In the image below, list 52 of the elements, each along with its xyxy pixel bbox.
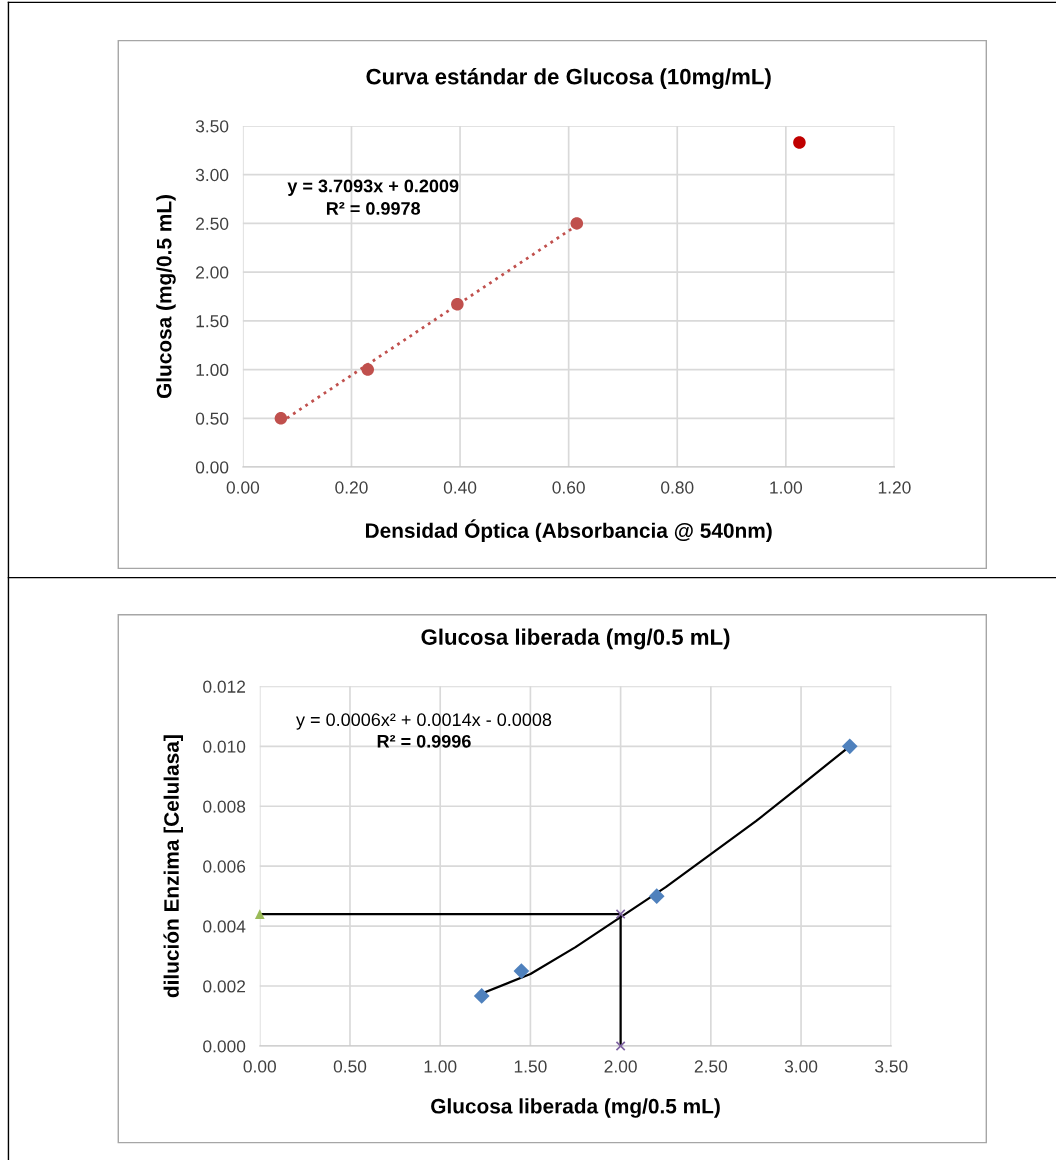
x-tick-label: 3.00: [784, 1060, 818, 1073]
y-tick-label: 2.00: [196, 266, 229, 279]
chart-title: Glucosa liberada (mg/0.5 mL): [421, 628, 730, 650]
y-tick-label: 0.008: [203, 800, 246, 813]
point: [361, 363, 375, 376]
y-tick-label: 0.000: [203, 1040, 246, 1053]
y-tick-label: 0.006: [203, 860, 246, 873]
annotation: R² = 0.9978: [326, 202, 421, 215]
x-tick-label: 0.60: [552, 481, 585, 494]
x-tick-label: 2.50: [694, 1060, 728, 1073]
y-tick-label: 3.50: [195, 120, 229, 133]
y-tick-label: 3.00: [195, 168, 229, 182]
y-tick-label: 0.004: [203, 920, 246, 933]
point: [615, 1040, 626, 1051]
annotation: R² = 0.9996: [377, 734, 471, 748]
x-axis-title: Glucosa liberada (mg/0.5 mL): [431, 1098, 720, 1118]
y-tick-label: 1.50: [196, 315, 229, 328]
point: [841, 738, 858, 755]
point: [274, 412, 288, 425]
x-tick-label: 0.20: [335, 481, 368, 494]
chart-title: Curva estándar de Glucosa (10mg/mL): [366, 68, 771, 90]
y-tick-label: 0.012: [203, 680, 246, 693]
point: [513, 963, 530, 979]
point: [648, 888, 665, 904]
x-tick-label: 0.40: [443, 481, 477, 494]
x-tick-label: 0.80: [661, 481, 694, 494]
point: [793, 136, 806, 149]
x-tick-label: 1.20: [878, 481, 911, 494]
y-tick-label: 0.00: [195, 461, 229, 474]
y-tick-label: 1.00: [196, 363, 229, 377]
x-tick-label: 0.00: [243, 1060, 276, 1073]
x-tick-label: 0.00: [226, 481, 260, 494]
annotation: y = 3.7093x + 0.2009: [287, 179, 459, 196]
point: [570, 217, 584, 230]
y-tick-label: 0.50: [195, 412, 229, 425]
y-tick-label: 0.002: [203, 980, 246, 993]
x-axis-title: Densidad Óptica (Absorbancia @ 540nm): [365, 519, 772, 543]
y-axis-title: dilución Enzima [Celulasa]: [163, 735, 183, 998]
x-tick-label: 1.00: [424, 1060, 457, 1073]
point: [254, 909, 265, 919]
y-tick-label: 2.50: [196, 217, 229, 230]
y-tick-label: 0.010: [203, 740, 246, 753]
point: [451, 298, 464, 311]
point: [473, 988, 490, 1004]
x-tick-label: 1.50: [514, 1060, 547, 1073]
annotation: y = 0.0006x² + 0.0014x - 0.0008: [296, 713, 552, 730]
point: [615, 909, 626, 920]
x-tick-label: 2.00: [604, 1060, 637, 1073]
y-axis-title: Glucosa (mg/0.5 mL): [156, 195, 176, 399]
x-tick-label: 0.50: [333, 1060, 367, 1073]
x-tick-label: 1.00: [770, 481, 803, 494]
x-tick-label: 3.50: [875, 1060, 908, 1073]
